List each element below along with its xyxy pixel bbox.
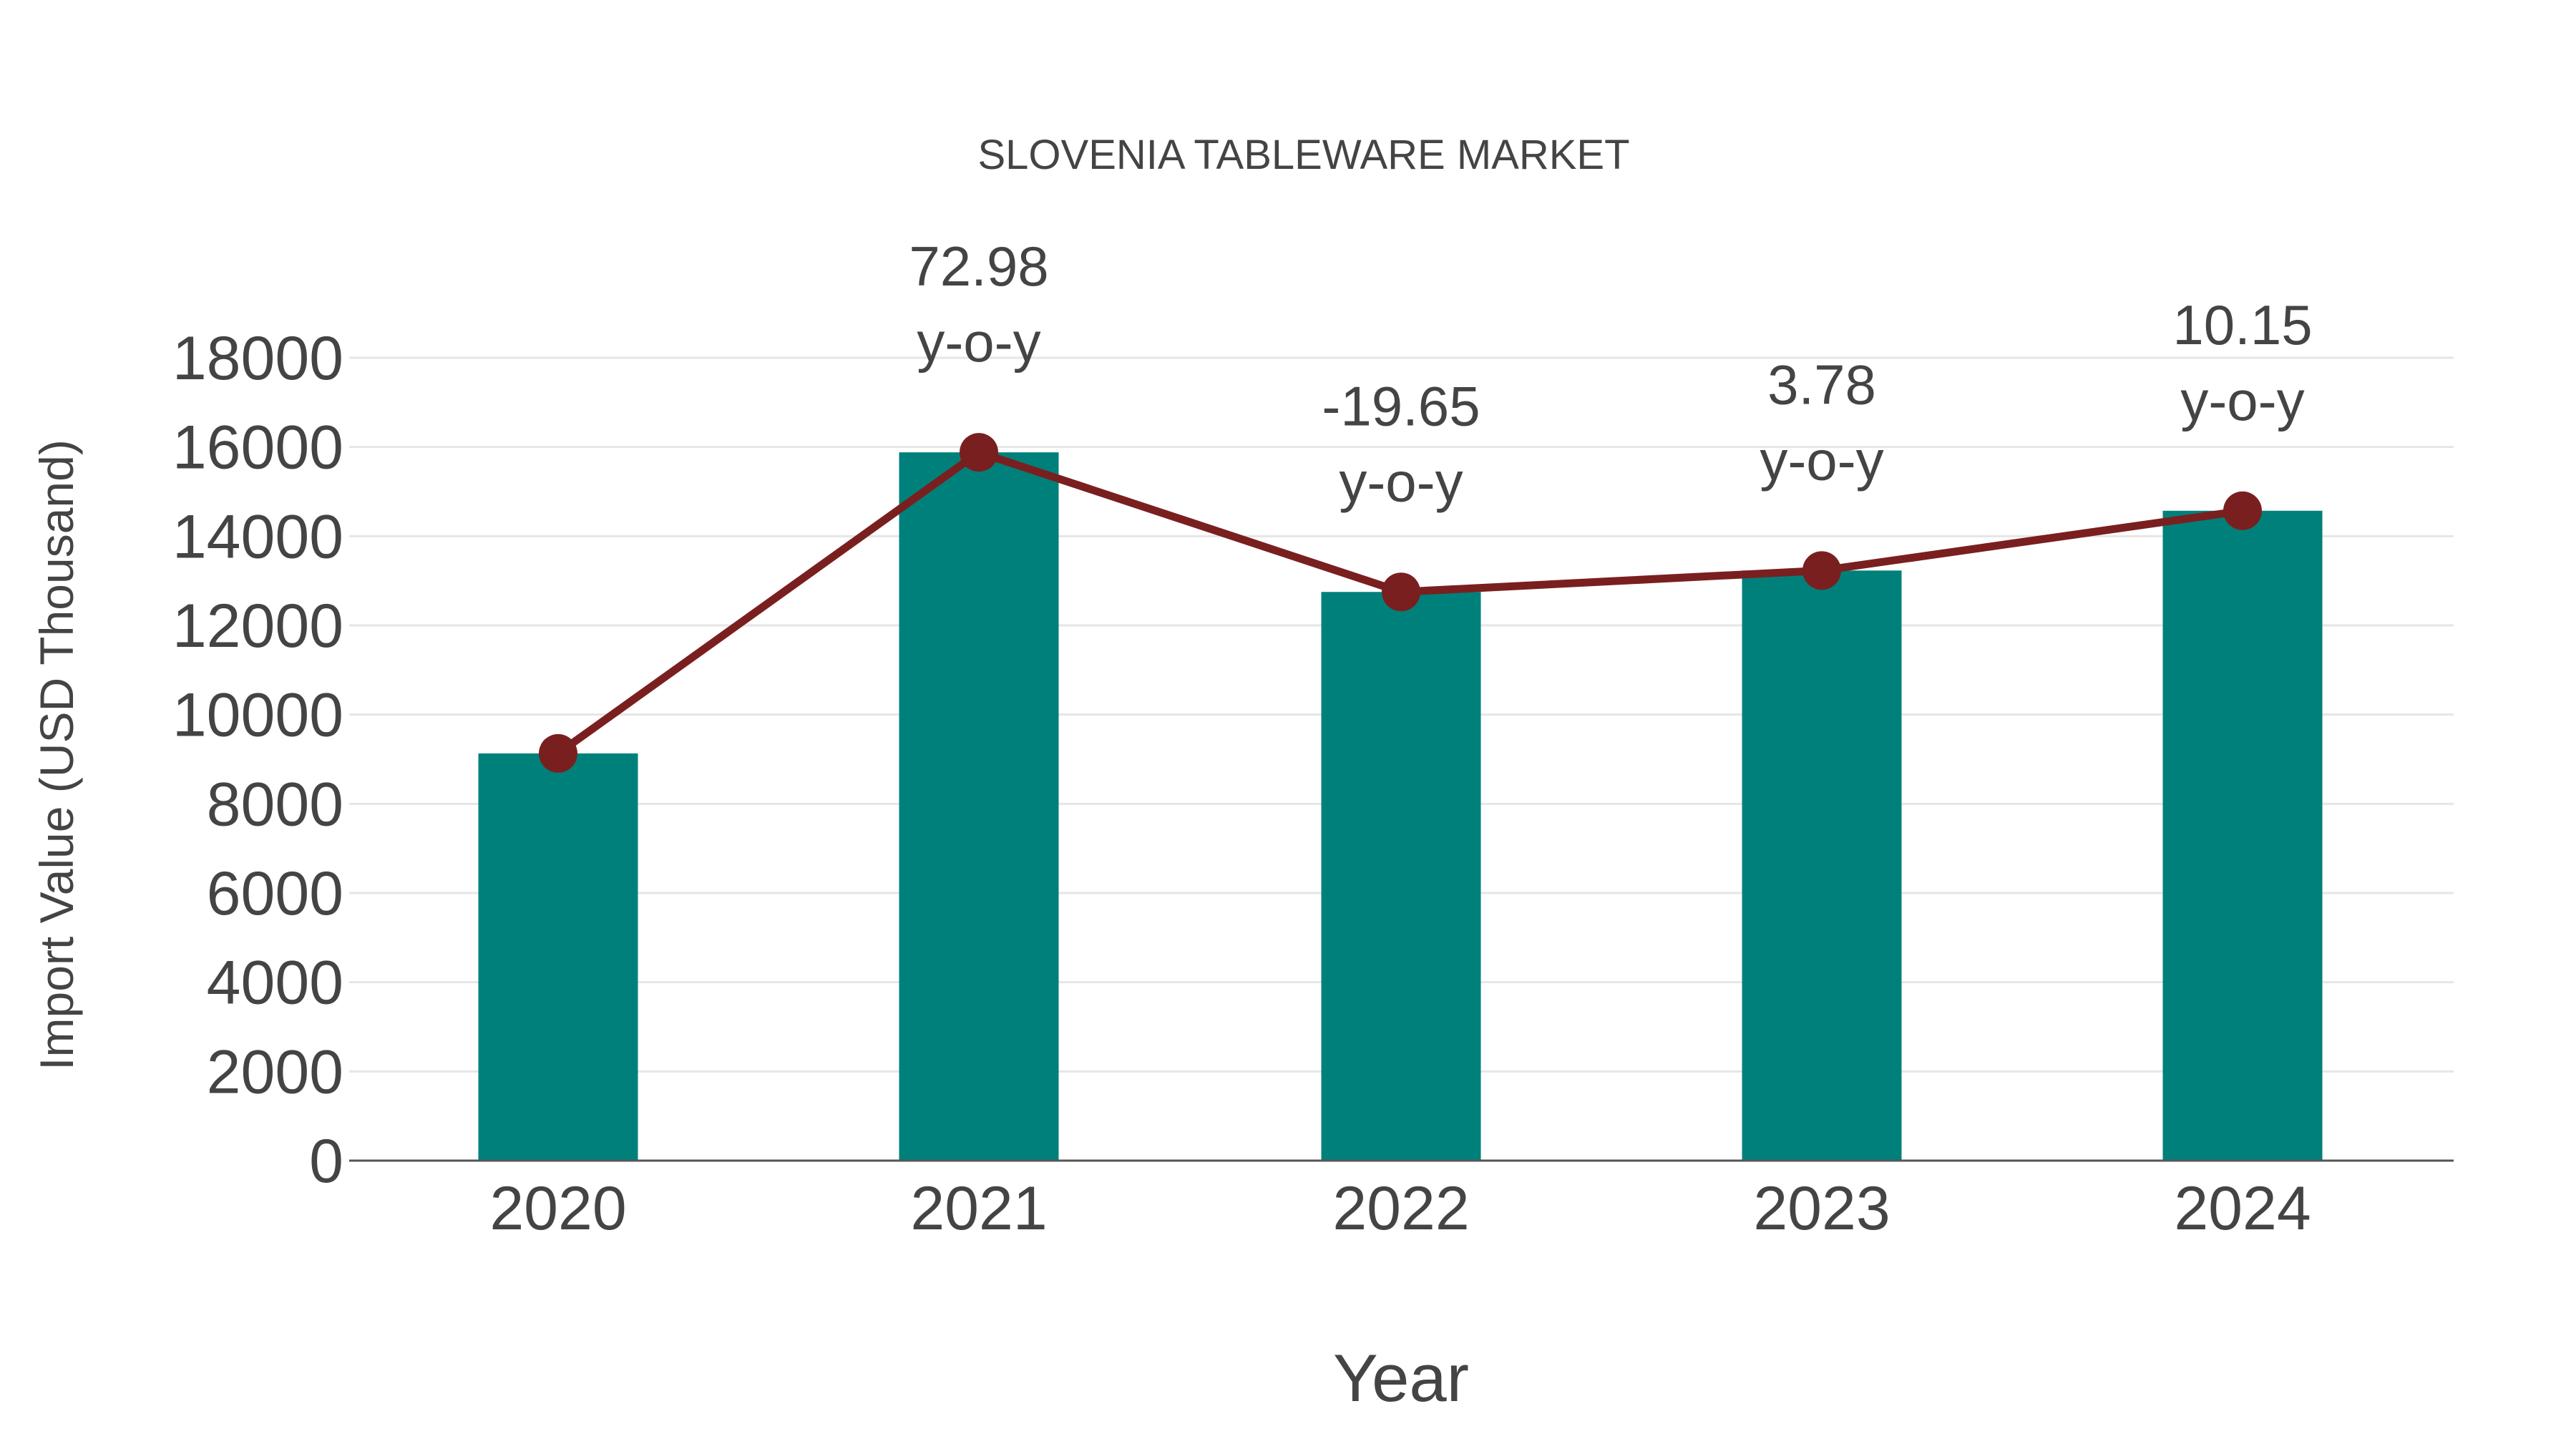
x-tick-label: 2021	[910, 1174, 1047, 1243]
yoy-value: 3.78	[1767, 353, 1876, 416]
x-tick-label: 2023	[1753, 1174, 1890, 1243]
yoy-value: -19.65	[1322, 374, 1480, 437]
bar-2020	[478, 753, 638, 1161]
chart-title: SLOVENIA TABLEWARE MARKET	[977, 132, 1629, 178]
y-tick-label: 18000	[172, 324, 343, 393]
trend-marker	[960, 433, 998, 472]
y-tick-label: 2000	[207, 1038, 343, 1106]
bar-2023	[1742, 570, 1902, 1161]
trend-marker	[2223, 491, 2262, 530]
yoy-value: 10.15	[2172, 293, 2312, 356]
x-tick-label: 2022	[1332, 1174, 1469, 1243]
y-axis-title: Import Value (USD Thousand)	[30, 439, 83, 1070]
yoy-suffix: y-o-y	[1760, 429, 1883, 492]
yoy-suffix: y-o-y	[1339, 450, 1463, 513]
y-tick-label: 8000	[207, 770, 343, 839]
bar-series	[478, 452, 2323, 1161]
bar-2022	[1321, 592, 1481, 1161]
x-tick-label: 2020	[489, 1174, 626, 1243]
x-tick-label: 2024	[2174, 1174, 2311, 1243]
y-tick-label: 4000	[207, 949, 343, 1018]
y-tick-label: 10000	[172, 681, 343, 750]
x-axis-title: Year	[1333, 1340, 1469, 1415]
y-tick-label: 14000	[172, 502, 343, 571]
bar-2021	[899, 452, 1059, 1161]
y-tick-label: 6000	[207, 859, 343, 928]
yoy-suffix: y-o-y	[917, 311, 1040, 374]
trend-marker	[539, 733, 577, 773]
line-series	[539, 433, 2262, 773]
x-axis-ticks: 2020 2021 2022 2023 2024	[489, 1174, 2311, 1243]
y-tick-label: 12000	[172, 592, 343, 660]
yoy-annotations: 72.98 y-o-y -19.65 y-o-y 3.78 y-o-y 10.15 y-o-y	[909, 235, 2312, 513]
y-axis-ticks: 0 2000 4000 6000 8000 10000 12000 14000 16000 180…	[172, 324, 343, 1196]
bar-2024	[2162, 510, 2323, 1161]
yoy-value: 72.98	[909, 235, 1048, 298]
yoy-suffix: y-o-y	[2180, 369, 2304, 432]
trend-marker	[1802, 551, 1841, 590]
y-tick-label: 0	[309, 1127, 343, 1196]
y-tick-label: 16000	[172, 414, 343, 482]
trend-marker	[1382, 572, 1420, 612]
